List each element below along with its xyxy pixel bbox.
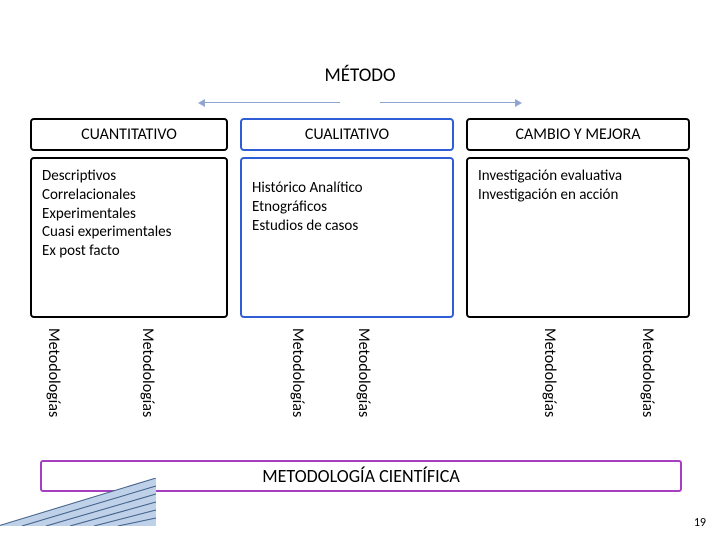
list-item: Correlacionales <box>42 186 216 205</box>
column-body: Descriptivos Correlacionales Experimenta… <box>30 157 228 318</box>
arrow-right <box>380 102 516 103</box>
vertical-labels: Metodologías Metodologías Metodologías M… <box>0 328 720 456</box>
column-body: Investigación evaluativa Investigación e… <box>466 157 690 318</box>
page-number: 19 <box>694 516 706 530</box>
column-header: CAMBIO Y MEJORA <box>466 118 690 151</box>
column-cambio: CAMBIO Y MEJORA Investigación evaluativa… <box>466 118 690 318</box>
list-item: Ex post facto <box>42 242 216 261</box>
vlabel: Metodologías <box>638 328 657 417</box>
vlabel: Metodologías <box>138 328 157 417</box>
list-item: Cuasi experimentales <box>42 223 216 242</box>
decorative-triangle <box>0 478 156 526</box>
columns: CUANTITATIVO Descriptivos Correlacionale… <box>30 118 690 318</box>
list-item: Estudios de casos <box>252 217 442 236</box>
column-cualitativo: CUALITATIVO Histórico Analítico Etnográf… <box>240 118 454 318</box>
list-item: Etnográficos <box>252 198 442 217</box>
column-header: CUALITATIVO <box>240 118 454 151</box>
vlabel: Metodologías <box>354 328 373 417</box>
page-title: MÉTODO <box>0 64 720 87</box>
column-body: Histórico Analítico Etnográficos Estudio… <box>240 157 454 318</box>
column-header: CUANTITATIVO <box>30 118 228 151</box>
list-item: Histórico Analítico <box>252 179 442 198</box>
list-item: Investigación en acción <box>478 186 678 205</box>
vlabel: Metodologías <box>288 328 307 417</box>
arrow-left <box>204 102 340 103</box>
vlabel: Metodologías <box>44 328 63 417</box>
vlabel: Metodologías <box>540 328 559 417</box>
list-item: Descriptivos <box>42 167 216 186</box>
column-cuantitativo: CUANTITATIVO Descriptivos Correlacionale… <box>30 118 228 318</box>
list-item: Experimentales <box>42 205 216 224</box>
list-item: Investigación evaluativa <box>478 167 678 186</box>
